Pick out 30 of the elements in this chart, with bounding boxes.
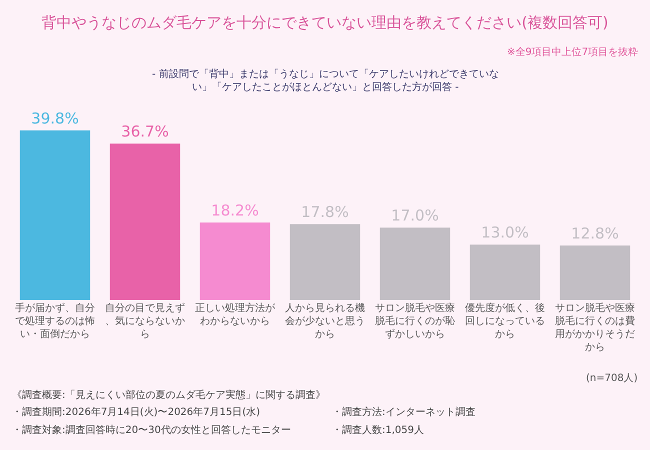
text: ※全9項目中上位7項目を抜粋	[507, 46, 638, 58]
bar	[20, 130, 90, 300]
x-tick-label: 優先度が低く、後回しになっているから	[465, 302, 545, 340]
bar	[380, 228, 450, 300]
data-label: 13.0%	[481, 224, 529, 242]
bar	[110, 144, 180, 300]
chart-subtitle: - 前設問で「背中」または「うなじ」について「ケアしたいけれどできていない」「ケアしたことがほとんどない」と回答した方が回答 -	[152, 68, 499, 93]
x-tick-label: 手が届かず、自分で処理するのは怖い・面倒だから	[15, 302, 95, 340]
text: ・調査人数:1,059人	[332, 424, 424, 436]
x-tick-label: サロン脱毛や医療脱毛に行くのが恥ずかしいから	[375, 302, 455, 340]
text: (n=708人)	[586, 373, 638, 384]
bar	[470, 244, 540, 300]
data-label: 36.7%	[121, 122, 169, 141]
data-label: 17.0%	[391, 206, 439, 225]
data-label: 17.8%	[301, 203, 349, 222]
data-label: 18.2%	[211, 201, 259, 220]
text: ・調査方法:インターネット調査	[332, 406, 476, 418]
x-tick-label: 人から見られる機会が少ないと思うから	[285, 302, 365, 340]
chart-title: 背中やうなじのムダ毛ケアを十分にできていない理由を教えてください(複数回答可)	[42, 13, 608, 32]
bar	[560, 245, 630, 300]
bar	[200, 222, 270, 300]
data-label: 12.8%	[571, 224, 619, 242]
text: ・調査対象:調査回答時に20〜30代の女性と回答したモニター	[12, 424, 291, 436]
x-tick-label: 自分の目で見えず、気にならないから	[105, 302, 185, 340]
text: 《調査概要:「見えにくい部位の夏のムダ毛ケア実態」に関する調査》	[12, 389, 326, 401]
bar	[290, 224, 360, 300]
data-label: 39.8%	[31, 109, 79, 128]
text: ・調査期間:2026年7月14日(火)〜2026年7月15日(水)	[12, 406, 260, 418]
x-tick-label: 正しい処理方法がわからないから	[195, 302, 276, 327]
x-tick-label: サロン脱毛や医療脱毛に行くのは費用がかかりそうだから	[555, 302, 635, 353]
